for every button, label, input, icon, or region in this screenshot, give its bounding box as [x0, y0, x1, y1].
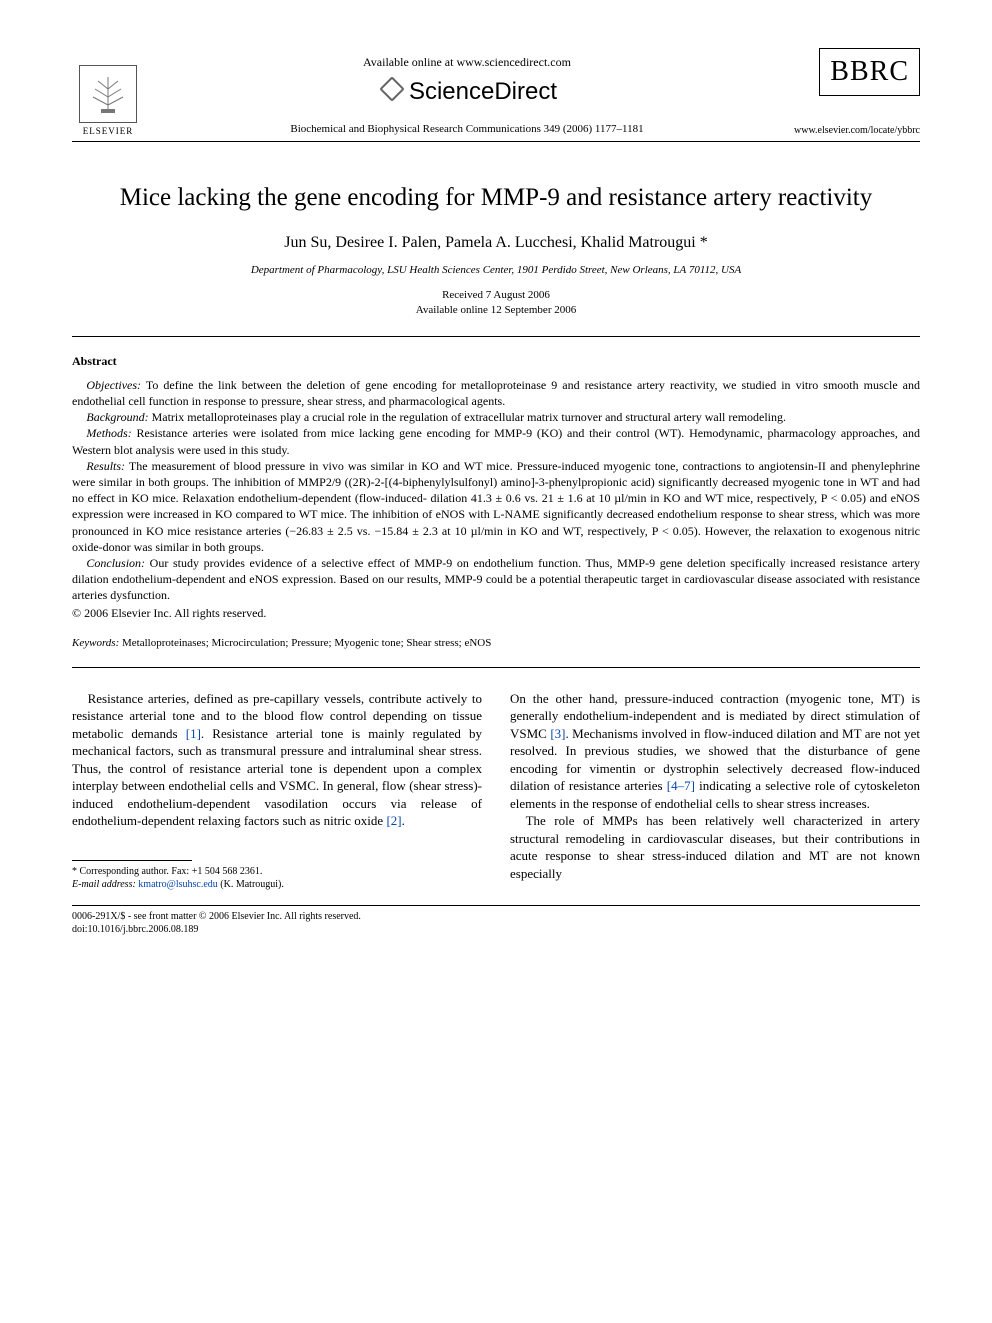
ref-3[interactable]: [3] — [550, 726, 565, 741]
objectives-label: Objectives: — [86, 378, 141, 392]
bbrc-logo: BBRC — [819, 48, 920, 96]
methods-text: Resistance arteries were isolated from m… — [72, 426, 920, 456]
center-header: Available online at www.sciencedirect.co… — [144, 54, 790, 137]
ref-1[interactable]: [1] — [186, 726, 201, 741]
bbrc-url: www.elsevier.com/locate/ybbrc — [790, 124, 920, 138]
footer-rule — [72, 905, 920, 906]
online-date: Available online 12 September 2006 — [72, 303, 920, 318]
bbrc-box: BBRC www.elsevier.com/locate/ybbrc — [790, 48, 920, 137]
received-date: Received 7 August 2006 — [72, 288, 920, 303]
email-link[interactable]: kmatro@lsuhsc.edu — [138, 879, 217, 890]
sciencedirect-text: ScienceDirect — [409, 76, 557, 108]
ref-2[interactable]: [2] — [386, 813, 401, 828]
authors: Jun Su, Desiree I. Palen, Pamela A. Lucc… — [72, 232, 920, 254]
intro-para-2: The role of MMPs has been relatively wel… — [510, 812, 920, 882]
elsevier-logo: ELSEVIER — [72, 57, 144, 137]
background-label: Background: — [86, 410, 148, 424]
keywords-label: Keywords: — [72, 637, 119, 649]
corresponding-author: * Corresponding author. Fax: +1 504 568 … — [72, 865, 482, 878]
sciencedirect-icon — [377, 78, 405, 106]
header-rule — [72, 141, 920, 142]
methods-label: Methods: — [86, 426, 131, 440]
column-right: On the other hand, pressure-induced cont… — [510, 690, 920, 891]
conclusion-text: Our study provides evidence of a selecti… — [72, 556, 920, 602]
available-online-text: Available online at www.sciencedirect.co… — [144, 54, 790, 70]
article-dates: Received 7 August 2006 Available online … — [72, 288, 920, 318]
intro-para-1-cont: On the other hand, pressure-induced cont… — [510, 690, 920, 813]
abstract-bottom-rule — [72, 667, 920, 668]
abstract-heading: Abstract — [72, 353, 920, 369]
results-label: Results: — [86, 459, 125, 473]
footnote-rule — [72, 860, 192, 861]
footer: 0006-291X/$ - see front matter © 2006 El… — [72, 910, 920, 937]
abstract-methods: Methods: Resistance arteries were isolat… — [72, 425, 920, 457]
intro-para-1: Resistance arteries, defined as pre-capi… — [72, 690, 482, 830]
footnotes: * Corresponding author. Fax: +1 504 568 … — [72, 865, 482, 891]
background-text: Matrix metalloproteinases play a crucial… — [149, 410, 786, 424]
journal-citation: Biochemical and Biophysical Research Com… — [144, 122, 790, 137]
objectives-text: To define the link between the deletion … — [72, 378, 920, 408]
email-suffix: (K. Matrougui). — [218, 879, 284, 890]
doi: doi:10.1016/j.bbrc.2006.08.189 — [72, 923, 920, 937]
body-columns: Resistance arteries, defined as pre-capi… — [72, 690, 920, 891]
email-label: E-mail address: — [72, 879, 136, 890]
abstract-conclusion: Conclusion: Our study provides evidence … — [72, 555, 920, 604]
elsevier-tree-icon — [79, 65, 137, 123]
email-line: E-mail address: kmatro@lsuhsc.edu (K. Ma… — [72, 878, 482, 891]
abstract-top-rule — [72, 336, 920, 337]
sciencedirect-logo: ScienceDirect — [144, 76, 790, 108]
abstract-results: Results: The measurement of blood pressu… — [72, 458, 920, 555]
article-title: Mice lacking the gene encoding for MMP-9… — [72, 182, 920, 213]
affiliation: Department of Pharmacology, LSU Health S… — [72, 263, 920, 278]
copyright: © 2006 Elsevier Inc. All rights reserved… — [72, 605, 920, 621]
page-header: ELSEVIER Available online at www.science… — [72, 48, 920, 137]
results-text: The measurement of blood pressure in viv… — [72, 459, 920, 554]
column-left: Resistance arteries, defined as pre-capi… — [72, 690, 482, 891]
elsevier-text: ELSEVIER — [83, 125, 134, 137]
ref-4-7[interactable]: [4–7] — [667, 778, 695, 793]
keywords-text: Metalloproteinases; Microcirculation; Pr… — [119, 637, 491, 649]
keywords: Keywords: Metalloproteinases; Microcircu… — [72, 636, 920, 651]
footer-copyright: 0006-291X/$ - see front matter © 2006 El… — [72, 910, 920, 924]
abstract-objectives: Objectives: To define the link between t… — [72, 377, 920, 409]
abstract-background: Background: Matrix metalloproteinases pl… — [72, 409, 920, 425]
abstract-body: Objectives: To define the link between t… — [72, 377, 920, 604]
conclusion-label: Conclusion: — [86, 556, 145, 570]
